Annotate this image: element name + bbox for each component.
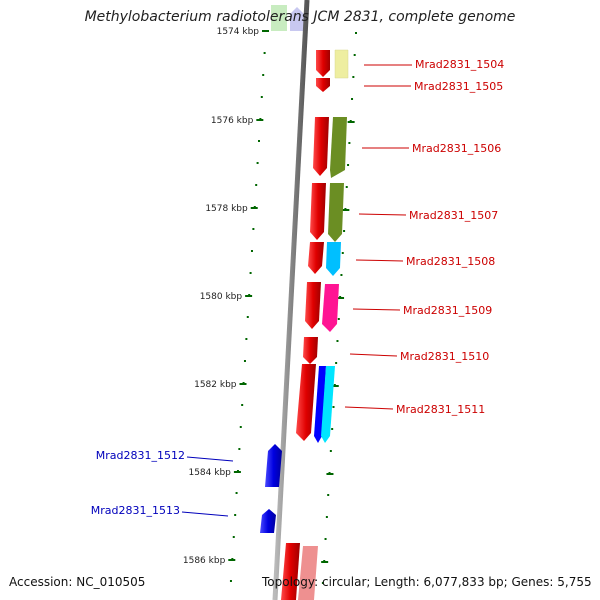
gene-arrow-1505[interactable] <box>316 78 330 92</box>
partial-features-top <box>271 5 304 31</box>
category-box-1508 <box>326 242 341 276</box>
gene-arrow-1513[interactable] <box>260 509 276 533</box>
gene-label-1505[interactable]: Mrad2831_1505 <box>414 80 503 93</box>
gene-labels: Mrad2831_1504 Mrad2831_1505 Mrad2831_150… <box>91 58 504 517</box>
gene-label-1510[interactable]: Mrad2831_1510 <box>400 350 489 363</box>
partial-feature <box>290 7 304 31</box>
category-box-1511-cyan <box>321 366 335 443</box>
map-title: Methylobacterium radiotolerans JCM 2831,… <box>84 9 516 25</box>
gene-arrow-1512[interactable] <box>265 444 282 487</box>
gene-arrow-1506[interactable] <box>313 117 329 176</box>
gene-arrow-1504[interactable] <box>316 50 330 77</box>
topology-label: Topology: circular; Length: 6,077,833 bp… <box>262 575 592 589</box>
scale-ticks: 1576 kbp 1578 kbp 1580 kbp 1582 kbp 1584 kbp… <box>183 27 357 584</box>
forward-genes <box>281 50 330 600</box>
category-box-1507 <box>328 183 344 242</box>
leader-line <box>355 259 404 262</box>
gene-label-1507[interactable]: Mrad2831_1507 <box>409 209 498 222</box>
scale-tick-label: 1578 kbp <box>205 204 248 214</box>
scale-tick-label: 1576 kbp <box>211 116 254 126</box>
gene-arrow-1507[interactable] <box>310 183 326 240</box>
accession-label: Accession: NC_010505 <box>9 575 146 589</box>
gene-arrow-1509[interactable] <box>305 282 321 329</box>
category-box-partial-bottom <box>298 546 318 600</box>
gene-label-1504[interactable]: Mrad2831_1504 <box>415 58 504 71</box>
gene-label-1508[interactable]: Mrad2831_1508 <box>406 255 495 268</box>
gene-label-1506[interactable]: Mrad2831_1506 <box>412 142 501 155</box>
category-boxes <box>298 49 349 600</box>
scale-tick-label-partial: 1574 kbp <box>217 27 260 37</box>
gene-arrow-1511[interactable] <box>296 364 316 441</box>
reverse-genes <box>260 444 282 533</box>
category-box-1509 <box>322 284 339 332</box>
partial-feature <box>271 5 287 31</box>
gene-arrow-partial-bottom <box>281 543 300 600</box>
gene-label-1509[interactable]: Mrad2831_1509 <box>403 304 492 317</box>
gene-arrow-1510[interactable] <box>303 337 318 364</box>
scale-tick-label: 1586 kbp <box>183 556 226 566</box>
category-box-1506 <box>330 117 347 178</box>
gene-arrow-1508[interactable] <box>308 242 324 274</box>
scale-tick-label: 1582 kbp <box>194 380 237 390</box>
leader-line <box>181 511 229 517</box>
leader-line <box>352 308 401 311</box>
leader-line <box>349 353 398 357</box>
category-box-1511-blue <box>314 366 326 443</box>
genome-backbone <box>272 0 310 600</box>
category-box-1504 <box>334 49 349 79</box>
leader-line <box>358 213 407 216</box>
gene-label-1512[interactable]: Mrad2831_1512 <box>96 449 185 462</box>
leader-line <box>186 456 234 462</box>
gene-label-1511[interactable]: Mrad2831_1511 <box>396 403 485 416</box>
scale-tick-label: 1584 kbp <box>188 468 231 478</box>
leader-line <box>344 406 394 410</box>
scale-tick-label: 1580 kbp <box>200 292 243 302</box>
gene-label-1513[interactable]: Mrad2831_1513 <box>91 504 180 517</box>
